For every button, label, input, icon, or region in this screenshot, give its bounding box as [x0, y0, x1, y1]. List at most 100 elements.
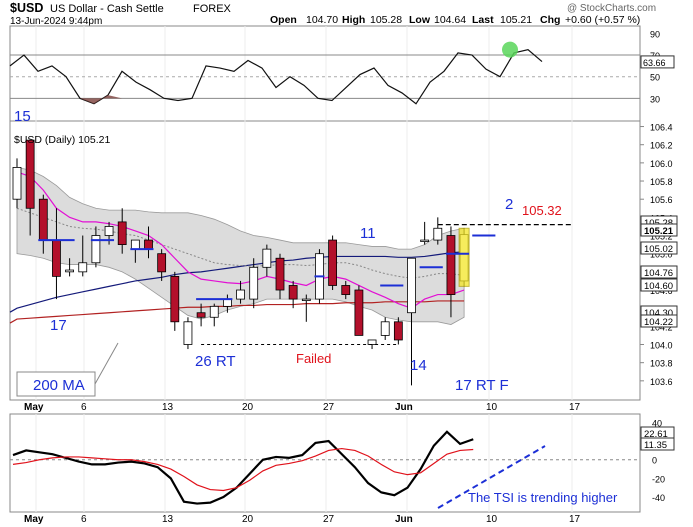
x-axis-label: Jun — [395, 514, 413, 525]
price-tag-text: 104.22 — [644, 317, 673, 328]
price-tick-label: 106.2 — [650, 141, 673, 151]
x-axis-label: 10 — [486, 514, 498, 525]
ma-box-label: 200 MA — [33, 377, 85, 394]
price-tag-text: 104.60 — [644, 281, 673, 292]
ma-box — [16, 371, 96, 397]
sma-50-line — [9, 251, 465, 313]
tsi-tag-text: 11.35 — [644, 440, 667, 451]
header-name: US Dollar - Cash Settle — [50, 3, 164, 15]
price-tag-text: 105.02 — [644, 244, 673, 255]
label-17: 17 — [50, 317, 67, 334]
tsi-tick-label: 0 — [652, 456, 657, 466]
label-17-rt-f: 17 RT F — [455, 377, 509, 394]
low-label: Low — [409, 14, 431, 26]
tsi-trend-line — [437, 445, 546, 509]
osc-marker — [502, 41, 518, 58]
candle-body — [196, 312, 206, 318]
last-value: 105.21 — [500, 14, 532, 26]
candle-body — [367, 339, 377, 345]
price-tag-box — [640, 265, 678, 279]
candle-body — [183, 321, 193, 345]
osc-tag-text: 63.66 — [643, 58, 666, 68]
high-label: High — [342, 14, 365, 26]
candle-body — [65, 269, 74, 273]
sma-200-line — [9, 300, 465, 324]
candle-body — [117, 221, 127, 246]
x-axis-label: 13 — [162, 514, 174, 525]
price-tick-label: 105.8 — [650, 177, 673, 187]
open-value: 104.70 — [306, 14, 338, 26]
price-tick-label: 106.4 — [650, 123, 673, 133]
tsi-line — [12, 430, 474, 505]
price-tag-box — [640, 223, 678, 237]
candle-body — [420, 239, 430, 242]
candle-body — [25, 139, 35, 209]
x-axis-label: May — [24, 402, 44, 413]
x-axis-label: Jun — [395, 402, 413, 413]
open-label: Open — [270, 14, 297, 26]
candle-body — [91, 235, 101, 264]
candle-body — [38, 198, 48, 241]
bollinger-band — [16, 166, 465, 325]
price-layer: 103.6103.8104.0104.2104.4104.6104.8105.0… — [9, 123, 678, 387]
candle-body — [130, 239, 140, 250]
price-tick-label: 104.0 — [650, 341, 673, 351]
high-value: 105.28 — [370, 14, 402, 26]
candle-body — [393, 321, 403, 341]
candle-body — [144, 239, 153, 250]
oscillator-layer: 3050709063.66 — [9, 29, 675, 105]
last-candle-highlight — [458, 227, 470, 287]
candle-body — [104, 226, 114, 236]
candle-body — [301, 298, 311, 301]
candle-body — [249, 266, 259, 300]
candle-body — [157, 253, 167, 273]
price-tag-box — [640, 241, 678, 255]
candle-body — [433, 227, 443, 241]
label-14: 14 — [410, 357, 427, 374]
price-tick-label: 106.0 — [650, 159, 673, 169]
candle-body — [222, 298, 232, 307]
watermark: @ StockCharts.com — [567, 3, 656, 14]
price-tick-label: 103.6 — [650, 377, 673, 387]
candle-body — [78, 262, 88, 273]
x-axis-label: 17 — [569, 514, 581, 525]
x-axis-label: 27 — [323, 402, 335, 413]
label-15: 15 — [14, 108, 31, 125]
tsi-signal-line — [12, 447, 474, 492]
candle-body — [236, 289, 245, 300]
price-tag-text: 105.21 — [644, 226, 674, 237]
low-value: 104.64 — [434, 14, 466, 26]
price-tick-label: 105.0 — [650, 250, 673, 260]
bollinger-mid-line — [16, 207, 465, 279]
x-axis-label: 6 — [81, 402, 87, 413]
candle-body — [52, 239, 61, 277]
candle-body — [328, 239, 338, 286]
price-tick-label: 105.2 — [650, 232, 673, 242]
last-label: Last — [472, 14, 494, 26]
x-axis-label: 27 — [323, 514, 335, 525]
price-legend: $USD (Daily) 105.21 — [14, 134, 110, 146]
label-2: 2 — [505, 196, 513, 213]
x-axis-label: 17 — [569, 402, 581, 413]
candle-body — [341, 285, 351, 295]
x-axis-label: 13 — [162, 402, 174, 413]
candle-body — [209, 305, 219, 318]
tsi-tag-box — [640, 437, 675, 451]
candle-body — [12, 167, 22, 200]
osc-tick-label: 30 — [650, 94, 660, 104]
tsi-note: The TSI is trending higher — [468, 490, 618, 505]
oscillator-panel-frame — [9, 25, 641, 122]
candle-body — [446, 235, 456, 295]
label-26-rt: 26 RT — [195, 353, 236, 370]
x-axis-label: May — [24, 514, 44, 525]
price-tag-box — [640, 314, 678, 328]
candle-body — [288, 285, 298, 300]
x-axis-label: 20 — [242, 514, 254, 525]
label-11: 11 — [360, 225, 376, 242]
candle-body — [354, 289, 364, 336]
tsi-tick-label: -40 — [652, 493, 665, 503]
tsi-tick-label: -20 — [652, 474, 665, 484]
x-axis-label: 10 — [486, 402, 498, 413]
